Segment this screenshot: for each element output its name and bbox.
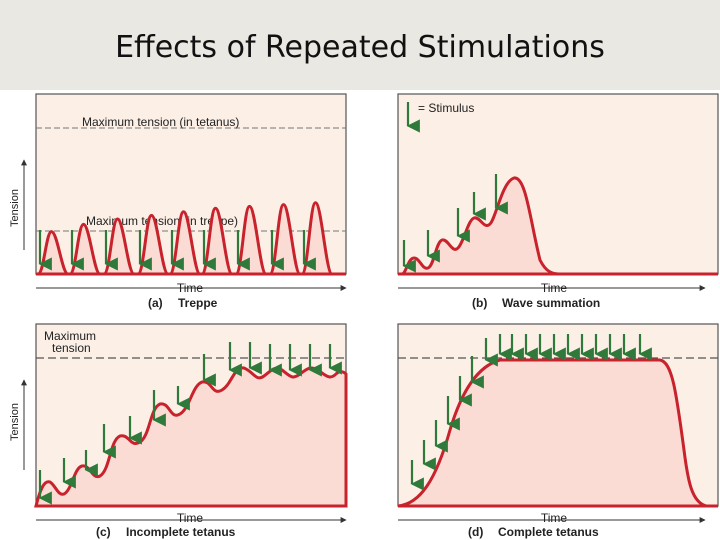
panel-c-caption-text: Incomplete tetanus <box>126 525 236 539</box>
muscle-tension-figure: Tension Maximum tension (in tetanus) Max… <box>9 93 719 539</box>
panel-a-caption-text: Treppe <box>178 296 218 310</box>
panel-c-xlabel: Time <box>177 511 204 525</box>
panel-c-caption-letter: (c) <box>96 525 111 539</box>
panel-c-stimuli <box>38 342 342 505</box>
panel-b-caption-text: Wave summation <box>502 296 600 310</box>
panel-b-stimuli <box>402 174 508 273</box>
panel-b-caption-letter: (b) <box>472 296 487 310</box>
panel-c-tension-curve <box>34 366 348 508</box>
panel-a-ylabel: Tension <box>9 189 21 227</box>
panel-a-xlabel: Time <box>177 281 204 295</box>
panel-a-max-tetanus-label: Maximum tension (in tetanus) <box>82 115 239 129</box>
panel-b-tension-curve <box>398 176 718 276</box>
panel-c-max-label-1: Maximum <box>44 329 96 343</box>
panel-d-xlabel: Time <box>541 511 568 525</box>
panel-a-caption-letter: (a) <box>148 296 163 310</box>
panel-c-ylabel: Tension <box>9 403 21 441</box>
stimulus-legend-label: = Stimulus <box>418 101 474 115</box>
panel-b-xlabel: Time <box>541 281 568 295</box>
panel-complete-tetanus: Time (d) Complete tetanus <box>397 323 719 539</box>
panel-incomplete-tetanus: Tension Maximum tension Time (c) Incompl… <box>9 323 348 539</box>
title-bar <box>0 0 720 90</box>
panel-d-tension-curve <box>397 358 718 508</box>
panel-d-caption-text: Complete tetanus <box>498 525 599 539</box>
panel-a-max-treppe-label: Maximum tension (in treppe) <box>86 214 238 228</box>
panel-wave-summation: = Stimulus Time (b) Wave summation <box>397 93 719 310</box>
panel-a-stimuli <box>38 230 316 271</box>
panel-a-tension-curve <box>36 201 346 276</box>
panel-d-stimuli <box>410 334 652 491</box>
page-title: Effects of Repeated Stimulations <box>115 30 605 65</box>
panel-c-max-label-2: tension <box>52 341 91 355</box>
panel-treppe: Tension Maximum tension (in tetanus) Max… <box>9 93 347 310</box>
panel-d-caption-letter: (d) <box>468 525 483 539</box>
